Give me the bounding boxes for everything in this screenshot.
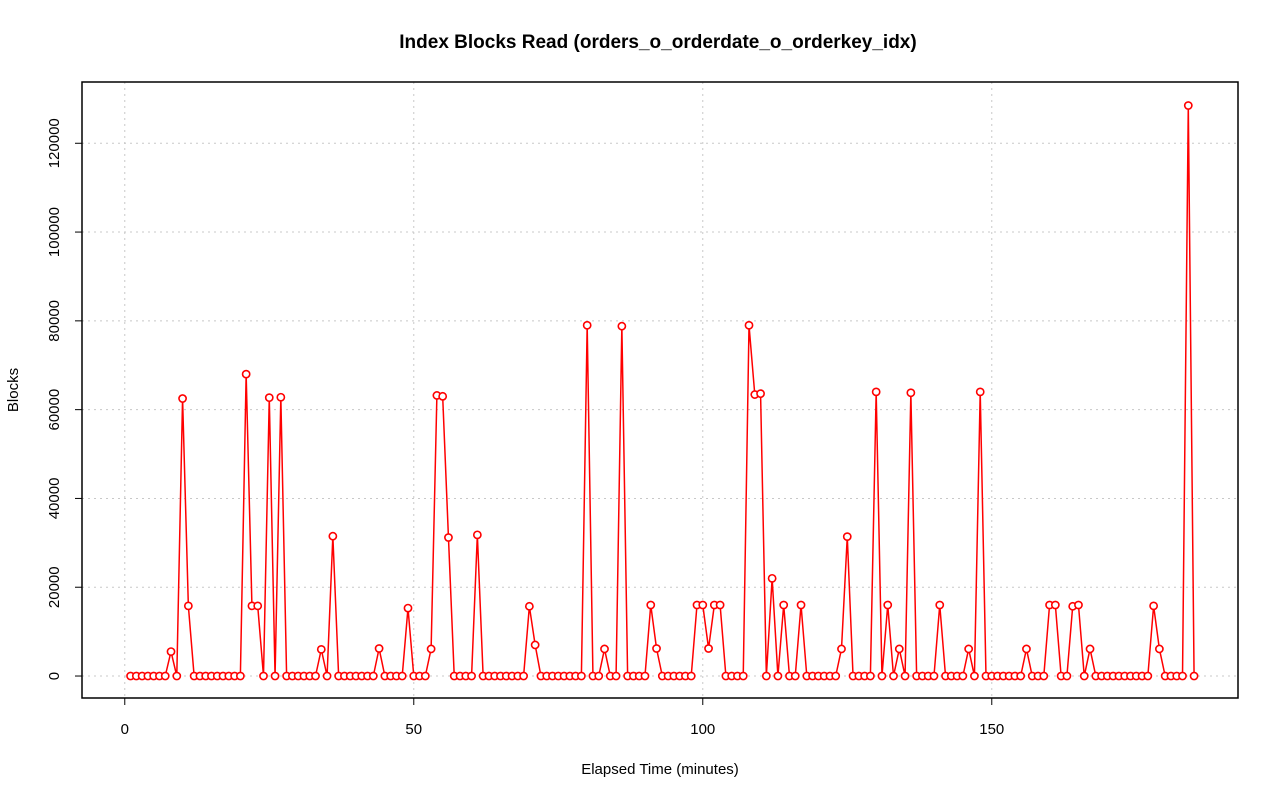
data-point: [704, 644, 713, 653]
data-point: [472, 530, 482, 540]
data-point: [970, 671, 979, 681]
data-point: [646, 600, 656, 610]
data-point: [438, 391, 448, 401]
data-point: [582, 320, 592, 330]
x-tick-label: 50: [405, 721, 422, 738]
data-point: [276, 392, 286, 402]
data-point: [270, 671, 280, 681]
chart-title: Index Blocks Read (orders_o_orderdate_o_…: [399, 32, 916, 53]
data-point: [831, 671, 841, 681]
data-point: [467, 671, 476, 681]
data-point: [1039, 671, 1049, 681]
data-point: [1062, 671, 1072, 681]
data-point: [883, 600, 893, 610]
data-point: [756, 389, 765, 399]
data-point: [235, 671, 245, 681]
data-point: [166, 647, 176, 657]
x-tick-label: 150: [979, 721, 1004, 738]
data-point: [426, 644, 436, 654]
data-point: [842, 532, 852, 542]
data-point: [253, 601, 263, 611]
data-point: [594, 671, 604, 681]
data-point: [1149, 601, 1159, 611]
data-point: [958, 671, 968, 681]
data-point: [519, 671, 528, 681]
data-point: [796, 600, 806, 610]
data-point: [767, 573, 777, 583]
y-tick-label: 100000: [46, 207, 63, 257]
data-point: [744, 320, 754, 330]
data-point: [1016, 671, 1026, 681]
data-point: [172, 671, 182, 681]
data-point: [374, 644, 384, 653]
data-point: [322, 671, 332, 681]
data-point: [611, 671, 621, 681]
data-point: [178, 394, 187, 403]
data-point: [964, 644, 974, 654]
y-tick-label: 20000: [46, 566, 63, 608]
y-tick-label: 40000: [46, 478, 63, 520]
data-point: [837, 644, 846, 654]
data-point: [1050, 600, 1060, 610]
data-point: [264, 393, 274, 403]
data-point: [397, 671, 407, 681]
data-point: [975, 387, 985, 397]
data-point: [779, 600, 789, 610]
data-point: [871, 387, 881, 397]
data-point: [1178, 671, 1187, 681]
data-point: [738, 671, 748, 681]
series-line: [130, 105, 1195, 677]
data-point: [420, 671, 430, 681]
data-point: [1074, 600, 1083, 610]
data-point: [1183, 101, 1193, 110]
data-point: [929, 671, 939, 681]
data-point: [698, 600, 708, 610]
plot-frame: [81, 81, 1239, 699]
y-tick-label: 120000: [46, 118, 63, 168]
data-point: [715, 600, 725, 610]
data-point: [524, 601, 534, 611]
data-point: [183, 601, 193, 611]
data-point: [640, 671, 650, 681]
data-point: [894, 644, 904, 654]
data-point: [1079, 671, 1089, 681]
data-point: [530, 640, 540, 650]
y-tick-label: 0: [46, 672, 63, 680]
data-point: [576, 671, 586, 681]
data-point: [865, 671, 875, 681]
data-point: [368, 671, 378, 681]
x-axis-label: Elapsed Time (minutes): [581, 761, 739, 778]
data-point: [259, 671, 268, 681]
data-point: [311, 671, 320, 681]
data-point: [652, 644, 661, 653]
data-point: [328, 531, 338, 541]
data-point: [600, 644, 609, 654]
data-point: [1143, 671, 1153, 681]
data-point: [241, 369, 251, 379]
data-point: [1154, 644, 1164, 654]
x-tick-label: 100: [690, 721, 715, 738]
data-point: [935, 600, 945, 610]
data-point: [617, 321, 627, 331]
data-point: [1085, 644, 1095, 654]
data-point: [403, 603, 413, 613]
data-point: [160, 671, 170, 681]
data-point: [906, 388, 916, 398]
data-point: [1022, 644, 1031, 654]
data-point: [889, 671, 898, 681]
data-point: [1189, 671, 1199, 681]
data-point: [900, 671, 910, 681]
data-point: [316, 644, 326, 654]
y-tick-label: 80000: [46, 300, 63, 342]
x-tick-label: 0: [121, 721, 129, 738]
data-point: [790, 671, 800, 681]
y-tick-label: 60000: [46, 389, 63, 431]
data-point: [444, 533, 453, 542]
data-point: [773, 671, 783, 681]
data-point: [761, 671, 771, 681]
data-point: [877, 671, 887, 681]
data-point: [686, 671, 696, 681]
y-axis-label: Blocks: [5, 368, 22, 412]
